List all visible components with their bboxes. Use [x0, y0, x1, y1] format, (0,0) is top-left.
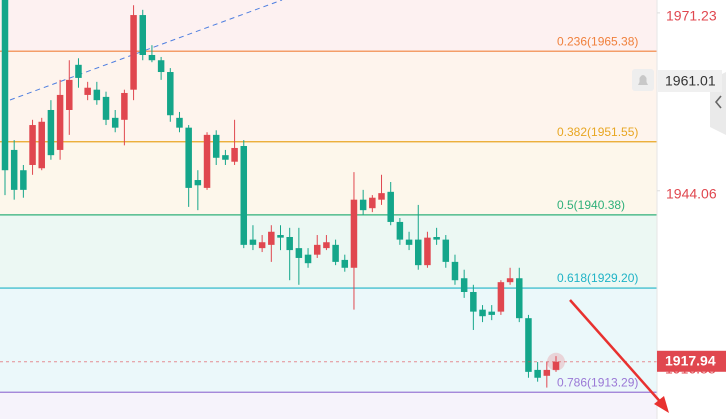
- candle-body: [75, 64, 82, 78]
- price-pulse: [547, 352, 565, 371]
- candle-body: [203, 134, 211, 188]
- candle-body: [460, 278, 468, 292]
- candle-body: [405, 239, 413, 245]
- fib-band: [0, 0, 657, 52]
- candle-body: [442, 239, 450, 262]
- candle-body: [56, 94, 64, 150]
- candle-body: [525, 318, 532, 372]
- candle-body: [148, 54, 156, 61]
- candle-body: [84, 87, 91, 95]
- price-axis: [657, 0, 726, 419]
- candle-body: [47, 109, 55, 156]
- candle-body: [534, 369, 541, 378]
- candle-body: [396, 221, 404, 240]
- fib-label: 0.618(1929.20): [557, 271, 638, 285]
- fib-band: [0, 392, 657, 419]
- candle-body: [332, 244, 339, 262]
- candle-body: [359, 199, 367, 211]
- candle-body: [29, 125, 36, 165]
- candle-body: [506, 278, 514, 283]
- fib-band: [0, 214, 657, 289]
- fib-label: 0.786(1913.29): [557, 375, 638, 389]
- arrow-head: [654, 396, 669, 413]
- fib-label: 0.5(1940.38): [557, 198, 625, 212]
- candle-body: [470, 291, 477, 312]
- candle-body: [341, 259, 349, 268]
- candle-body: [433, 236, 440, 240]
- candle-body: [102, 96, 110, 120]
- candle-body: [194, 180, 202, 186]
- candle-body: [111, 117, 119, 128]
- candle-body: [38, 121, 45, 169]
- candle-body: [479, 309, 486, 317]
- candle-body: [258, 242, 266, 249]
- candle-body: [451, 261, 459, 281]
- candle-body: [93, 89, 101, 101]
- candle-body: [286, 236, 293, 251]
- candle-body: [1, 0, 9, 171]
- candle-body: [66, 79, 73, 110]
- candle-body: [304, 254, 312, 264]
- candle-body: [130, 15, 137, 90]
- candle-body: [212, 134, 220, 158]
- alert-price-box: [658, 70, 722, 92]
- y-tick-label: 1971.23: [666, 8, 717, 24]
- fib-label: 0.236(1965.38): [557, 34, 638, 48]
- collapse-icon[interactable]: [714, 95, 722, 109]
- current-price-label: 1917.94: [665, 352, 716, 368]
- candle-body: [176, 117, 183, 128]
- candle-body: [543, 369, 551, 376]
- fib-band: [0, 141, 657, 215]
- candle-body: [10, 149, 18, 190]
- candle-body: [313, 244, 321, 255]
- candle-body: [167, 72, 174, 116]
- candle-body: [222, 155, 229, 160]
- candle-body: [157, 60, 165, 73]
- candle-body: [121, 92, 128, 120]
- candle-body: [350, 199, 358, 268]
- plot: [0, 0, 657, 388]
- candle-body: [369, 197, 376, 209]
- candle-body: [497, 282, 505, 312]
- candle-body: [516, 278, 523, 319]
- candle-body: [415, 239, 422, 266]
- candle-body: [20, 170, 27, 190]
- candle-body: [240, 145, 248, 245]
- y-tick-label: 1944.06: [666, 185, 717, 201]
- alert-bell[interactable]: [638, 75, 648, 85]
- candle-body: [249, 239, 257, 245]
- candle-body: [488, 311, 495, 315]
- candle-body: [295, 248, 303, 258]
- candle-body: [185, 127, 192, 188]
- candle-body: [139, 15, 146, 55]
- candle-body: [231, 147, 238, 162]
- arrow-shaft: [569, 299, 665, 407]
- fib-band: [0, 51, 657, 142]
- candle-body: [378, 193, 385, 200]
- alert-price-label: 1961.01: [665, 73, 716, 89]
- candle-body: [387, 191, 394, 222]
- candle-body: [268, 231, 275, 245]
- candle-body: [424, 237, 431, 266]
- candle-body: [552, 361, 560, 370]
- fib-label: 0.382(1951.55): [557, 125, 638, 139]
- candle-body: [277, 235, 284, 238]
- current-price-tag: [657, 350, 726, 372]
- candle-body: [323, 242, 330, 249]
